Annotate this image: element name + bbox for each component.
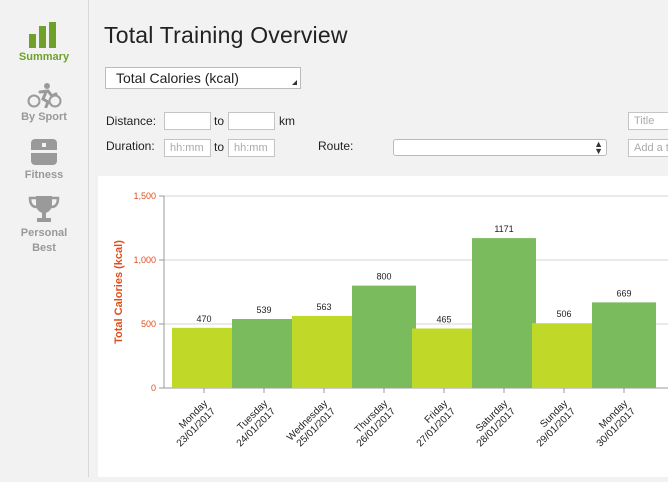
calories-bar-chart: 0 500 1,000 1,500 Total Calories (kcal) 470 Mo… xyxy=(113,191,668,451)
page-title: Total Training Overview xyxy=(104,22,348,48)
distance-to-input[interactable] xyxy=(228,112,275,130)
duration-to-input[interactable]: hh:mm xyxy=(228,139,275,157)
duration-label: Duration: xyxy=(106,139,155,153)
trophy-icon xyxy=(28,196,60,222)
distance-label: Distance: xyxy=(106,114,157,128)
bar-chart-icon xyxy=(29,22,56,48)
x-tick-label: Monday23/01/2017 xyxy=(167,398,218,449)
bar-value-label: 669 xyxy=(616,288,631,298)
tag-input[interactable]: Add a t xyxy=(628,139,668,157)
x-tick-label: Saturday28/01/2017 xyxy=(467,398,518,449)
bar xyxy=(232,319,296,388)
bar-value-label: 800 xyxy=(376,272,391,282)
bar xyxy=(352,285,416,388)
bar-value-label: 539 xyxy=(256,305,271,315)
route-label: Route: xyxy=(318,139,354,153)
triathlon-icon xyxy=(27,83,62,108)
bar xyxy=(292,315,356,388)
chart-panel: 0 500 1,000 1,500 Total Calories (kcal) 470 Mo… xyxy=(98,176,668,477)
distance-to-label: to xyxy=(214,114,225,128)
sidebar: Summary By Sport Fitness Personal Best xyxy=(0,0,89,477)
x-tick-label: Sunday29/01/2017 xyxy=(527,398,578,449)
bar-value-label: 1171 xyxy=(494,224,513,234)
route-select[interactable]: ▲ ▼ xyxy=(393,139,607,156)
sidebar-item-personal-best[interactable]: Personal Best xyxy=(0,194,88,256)
bar xyxy=(532,323,596,388)
y-tick-label: 500 xyxy=(141,319,156,329)
sidebar-item-label: Personal xyxy=(20,227,68,239)
duration-to-label: to xyxy=(214,140,225,154)
sidebar-item-label-line2: Best xyxy=(32,242,56,254)
y-tick-label: 1,000 xyxy=(133,255,156,265)
updown-arrows-icon: ▲ ▼ xyxy=(594,139,603,156)
x-tick-label: Tuesday24/01/2017 xyxy=(227,398,278,449)
bar xyxy=(592,302,656,388)
x-tick-label: Monday30/01/2017 xyxy=(587,398,638,449)
bar xyxy=(472,238,536,388)
x-tick-label: Thursday26/01/2017 xyxy=(347,398,398,449)
metric-select[interactable]: Total Calories (kcal) xyxy=(105,67,301,89)
y-axis-title: Total Calories (kcal) xyxy=(113,240,125,344)
dropdown-corner-icon xyxy=(292,75,297,85)
bar-value-label: 465 xyxy=(436,314,451,324)
sidebar-item-label: By Sport xyxy=(21,111,67,123)
duration-from-input[interactable]: hh:mm xyxy=(164,139,211,157)
x-tick-label: Wednesday25/01/2017 xyxy=(285,398,338,451)
sidebar-item-fitness[interactable]: Fitness xyxy=(0,138,88,183)
bar-value-label: 506 xyxy=(556,309,571,319)
bar-value-label: 563 xyxy=(316,302,331,312)
metric-select-value: Total Calories (kcal) xyxy=(116,70,239,86)
y-tick-label: 1,500 xyxy=(133,191,156,201)
title-input[interactable]: Title xyxy=(628,112,668,130)
fitness-icon xyxy=(31,139,57,165)
sidebar-item-summary[interactable]: Summary xyxy=(0,20,88,65)
bar xyxy=(172,327,236,388)
sidebar-item-label: Summary xyxy=(18,51,70,63)
distance-from-input[interactable] xyxy=(164,112,211,130)
bar xyxy=(412,328,476,388)
distance-unit-label: km xyxy=(279,114,295,128)
sidebar-item-by-sport[interactable]: By Sport xyxy=(0,82,88,125)
x-tick-label: Friday27/01/2017 xyxy=(407,398,458,449)
sidebar-item-label: Fitness xyxy=(24,169,64,181)
y-tick-label: 0 xyxy=(151,383,156,393)
bar-value-label: 470 xyxy=(196,314,211,324)
